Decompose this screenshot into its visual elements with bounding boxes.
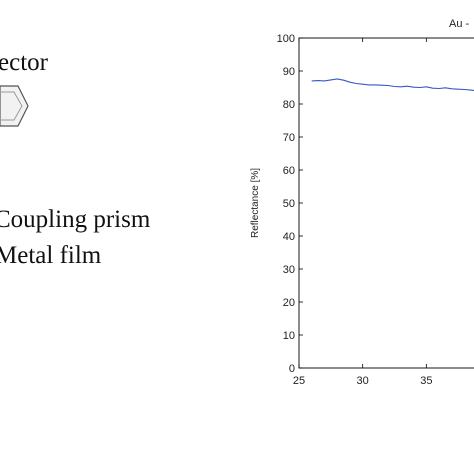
y-tick-label: 70 <box>283 132 295 144</box>
detector-icon <box>0 85 29 127</box>
coupling-prism-label: Coupling prism <box>0 206 151 233</box>
series-line-0 <box>311 78 474 91</box>
detector-label: ector <box>0 49 48 76</box>
axis-ticks: 0 10 20 30 40 50 60 70 80 90 100 25 30 35 <box>277 33 433 387</box>
y-tick-label: 40 <box>283 231 295 243</box>
y-tick-label: 90 <box>283 66 295 78</box>
y-tick-label: 20 <box>283 297 295 309</box>
y-tick-label: 60 <box>283 165 295 177</box>
y-tick-label: 30 <box>283 264 295 276</box>
y-tick-label: 50 <box>283 198 295 210</box>
y-axis-label: Reflectance [%] <box>250 168 261 238</box>
x-tick-label: 25 <box>293 375 305 387</box>
metal-film-label: Metal film <box>0 242 102 269</box>
chart-labels: Reflectance [%] Au - <box>250 18 470 238</box>
series-group <box>311 78 474 91</box>
y-tick-label: 10 <box>283 330 295 342</box>
plot-area <box>298 37 474 369</box>
x-tick-label: 35 <box>420 375 432 387</box>
chart-title: Au - <box>449 18 470 30</box>
y-tick-label: 100 <box>277 33 295 45</box>
y-tick-label: 80 <box>283 99 295 111</box>
x-tick-label: 30 <box>357 375 369 387</box>
y-tick-label: 0 <box>289 363 295 375</box>
plot-frame <box>298 37 474 369</box>
